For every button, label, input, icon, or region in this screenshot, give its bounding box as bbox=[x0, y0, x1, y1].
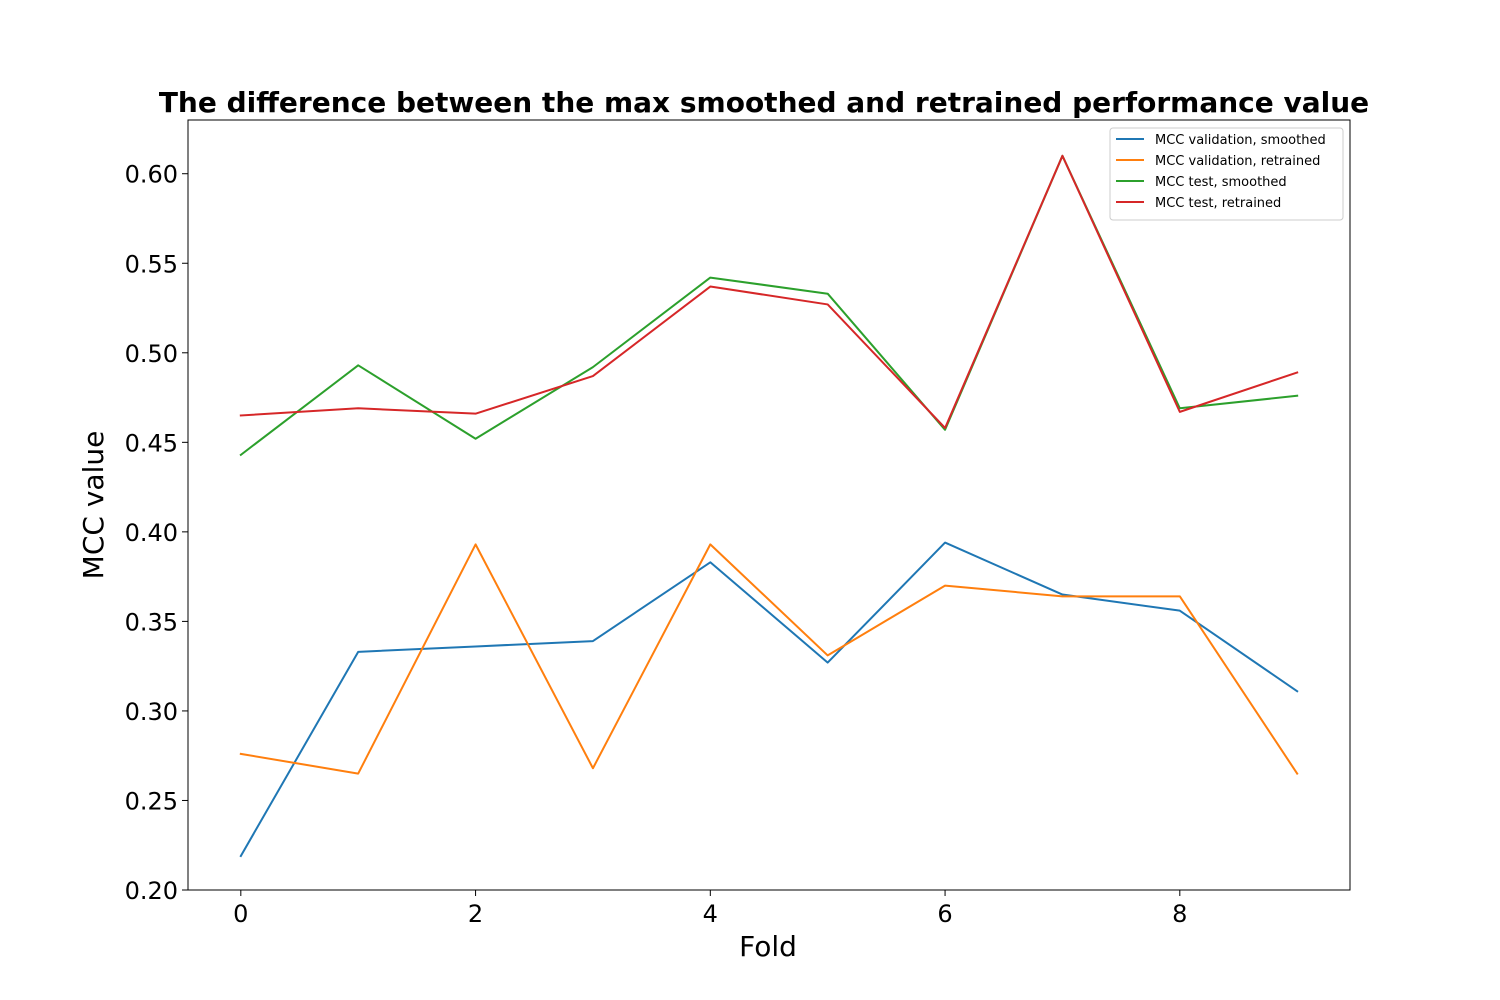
series-line-4 bbox=[239, 154, 1299, 429]
legend-box bbox=[1109, 127, 1344, 221]
y-tick-label: 0.30 bbox=[125, 698, 178, 726]
legend-label-2: MCC validation, retrained bbox=[1155, 154, 1320, 169]
series-line-1 bbox=[239, 541, 1299, 858]
y-tick-label: 0.20 bbox=[125, 877, 178, 905]
series-layer bbox=[239, 154, 1299, 858]
y-tick-label: 0.55 bbox=[125, 250, 178, 278]
y-tick-label: 0.40 bbox=[125, 519, 178, 547]
y-axis-label: MCC value bbox=[77, 431, 110, 580]
x-tick-label: 4 bbox=[703, 900, 718, 928]
legend-label-4: MCC test, retrained bbox=[1155, 196, 1281, 211]
y-tick-label: 0.35 bbox=[125, 608, 178, 636]
legend: MCC validation, smoothed MCC validation, … bbox=[1109, 127, 1344, 221]
x-tick-label: 2 bbox=[468, 900, 483, 928]
series-line-2 bbox=[239, 543, 1299, 775]
chart-title: The difference between the max smoothed … bbox=[159, 86, 1369, 119]
x-tick-label: 6 bbox=[937, 900, 952, 928]
legend-label-1: MCC validation, smoothed bbox=[1155, 133, 1326, 148]
x-tick-label: 0 bbox=[233, 900, 248, 928]
y-tick-label: 0.60 bbox=[125, 161, 178, 189]
x-tick-label: 8 bbox=[1172, 900, 1187, 928]
y-tick-label: 0.25 bbox=[125, 787, 178, 815]
y-tick-label: 0.50 bbox=[125, 340, 178, 368]
y-tick-label: 0.45 bbox=[125, 429, 178, 457]
x-axis-label: Fold bbox=[739, 930, 797, 963]
plot-area-frame bbox=[187, 119, 1351, 891]
x-axis: 0 2 4 6 8 bbox=[233, 890, 1187, 928]
legend-label-3: MCC test, smoothed bbox=[1155, 175, 1287, 190]
y-axis: 0.20 0.25 0.30 0.35 0.40 0.45 0.50 0.55 0.60 bbox=[125, 161, 188, 905]
